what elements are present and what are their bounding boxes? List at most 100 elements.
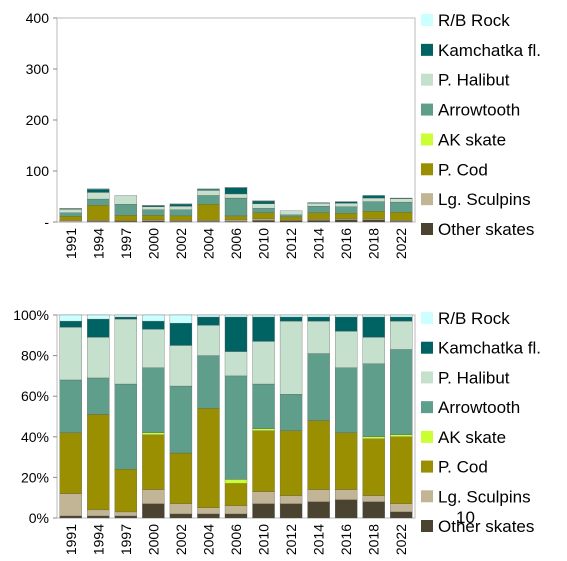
legend-swatch [421,341,433,354]
bar-segment [87,314,110,320]
bar-segment [362,218,385,221]
legend-label: P. Halibut [438,368,510,387]
bar-segment [114,318,138,385]
bar-segment [252,218,275,221]
bar-segment [59,515,82,519]
legend-swatch [421,43,433,56]
bar-segment [114,314,138,318]
bar-segment [169,203,193,205]
bar-segment [169,206,193,210]
bar-segment [390,349,413,435]
legend-swatch [421,520,433,532]
bar-segment [114,469,138,513]
bar-segment [224,505,248,515]
bar-segment [114,195,138,205]
x-tick-label: 2012 [283,228,299,259]
legend-label: P. Cod [438,160,488,179]
bar-segment [197,195,220,205]
bar-segment [197,408,220,509]
bar-segment [307,219,330,221]
y-tick-label: 40% [21,429,49,445]
bar-segment [114,511,138,517]
bar-segment [362,438,385,496]
x-tick-label: 1994 [90,228,106,259]
y-tick-label: 200 [26,112,50,128]
bar-segment [390,314,413,318]
bar-segment [252,314,275,318]
legend-swatch [421,371,433,384]
bar-segment [142,367,165,433]
bar-segment [142,503,165,519]
bar-segment [224,483,248,506]
bar-segment [307,220,330,223]
x-tick-label: 2006 [228,524,244,555]
legend-label: AK skate [438,428,506,447]
bar-segment [390,511,413,519]
x-tick-label: 2006 [228,228,244,259]
bar-segment [197,220,220,222]
bar-segment [307,206,330,213]
x-tick-label: 2018 [366,228,382,259]
bar-segment [390,197,413,199]
bar-segment [87,414,110,511]
legend-label: Lg. Sculpins [438,487,531,506]
bar-segment [197,314,220,318]
bar-segment [334,218,358,221]
bar-segment [169,314,193,324]
bar-segment [390,316,413,322]
y-tick-label: 300 [26,61,50,77]
bar-segment [252,430,275,492]
bar-segment [169,203,193,207]
bar-segment [390,201,413,213]
bar-segment [224,187,248,195]
bar-segment [279,214,303,218]
x-tick-label: 2022 [393,524,409,555]
bar-segment [334,367,358,433]
bar-segment [279,314,303,318]
bar-segment [334,206,358,214]
bar-segment [169,215,193,221]
legend-swatch [421,460,433,473]
bar-segment [307,420,330,490]
bar-segment [224,187,248,188]
bar-segment [59,432,82,494]
bar-segment [224,197,248,217]
bar-segment [169,209,193,217]
bar-segment [252,503,275,519]
bar-segment [142,220,165,223]
x-tick-label: 2004 [200,228,216,259]
bar-segment [279,503,303,519]
bar-segment [197,189,220,191]
legend-swatch [421,133,433,146]
bar-segment [390,220,413,222]
x-tick-label: 2014 [311,524,327,555]
bar-segment [362,219,385,223]
bar-segment [142,329,165,368]
bar-segment [87,318,110,338]
bar-segment [169,345,193,387]
legend-label: Other skates [438,517,534,536]
bar-segment [307,353,330,421]
x-tick-label: 2016 [338,524,354,555]
bar-segment [87,515,110,519]
bar-segment [224,513,248,519]
bar-segment [307,501,330,519]
bar-segment [142,206,165,210]
bar-segment [87,189,110,193]
bar-segment [142,205,165,206]
bar-segment [252,208,275,213]
bar-segment [87,509,110,517]
bar-segment [87,198,110,206]
bar-segment [390,198,413,203]
bar-segment [224,351,248,377]
bar-segment [390,436,413,504]
y-tick-label: 60% [21,388,49,404]
bar-segment [142,314,165,322]
bar-segment [334,202,358,207]
x-tick-label: 2000 [145,228,161,259]
bar-segment [224,193,248,199]
bar-segment [87,337,110,379]
bar-segment [224,314,248,318]
x-tick-label: 1991 [63,524,79,555]
bar-segment [59,314,82,322]
